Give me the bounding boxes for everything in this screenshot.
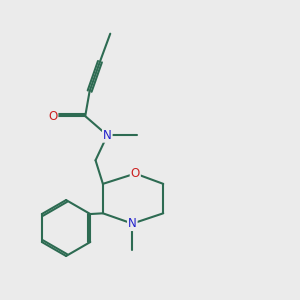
Text: N: N [128,217,137,230]
Text: O: O [48,110,58,123]
Text: N: N [103,129,112,142]
Text: O: O [131,167,140,180]
